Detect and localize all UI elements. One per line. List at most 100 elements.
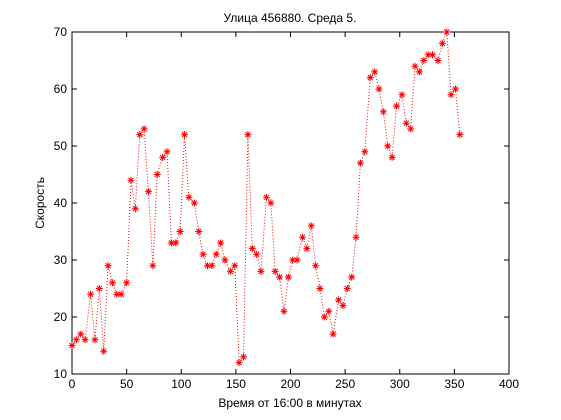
- point-marker: [203, 262, 211, 270]
- point-marker: [167, 239, 175, 247]
- point-marker: [371, 68, 379, 76]
- point-marker: [136, 131, 144, 139]
- x-tick-label: 50: [120, 377, 134, 391]
- y-tick-label: 10: [54, 367, 68, 381]
- x-axis-label: Время от 16:00 в минутах: [218, 396, 361, 410]
- point-marker: [325, 307, 333, 315]
- point-marker: [348, 273, 356, 281]
- point-marker: [384, 142, 392, 150]
- x-tick-label: 150: [226, 377, 246, 391]
- point-marker: [262, 193, 270, 201]
- point-marker: [68, 342, 76, 349]
- point-marker: [392, 102, 400, 110]
- y-tick-label: 30: [54, 253, 68, 267]
- x-tick-label: 100: [171, 377, 191, 391]
- point-marker: [248, 245, 256, 253]
- point-marker: [312, 262, 320, 270]
- point-marker: [343, 285, 351, 292]
- y-axis-label: Скорость: [33, 177, 47, 229]
- point-marker: [208, 262, 216, 270]
- point-marker: [95, 285, 103, 292]
- point-marker: [276, 273, 284, 281]
- point-marker: [434, 57, 442, 64]
- x-tick-label: 350: [444, 377, 464, 391]
- y-tick-label: 40: [54, 196, 68, 210]
- point-marker: [235, 359, 243, 367]
- point-marker: [104, 262, 112, 270]
- point-marker: [451, 85, 459, 93]
- point-marker: [361, 148, 369, 156]
- point-marker: [352, 233, 360, 241]
- point-marker: [117, 290, 125, 298]
- point-marker: [443, 28, 451, 36]
- point-marker: [411, 62, 419, 70]
- point-marker: [153, 171, 161, 178]
- point-marker: [123, 279, 131, 287]
- point-marker: [127, 176, 135, 184]
- point-marker: [113, 290, 121, 298]
- point-marker: [339, 302, 347, 310]
- point-marker: [316, 285, 324, 292]
- point-marker: [81, 336, 89, 344]
- y-tick-label: 20: [54, 310, 68, 324]
- point-marker: [335, 296, 343, 304]
- point-marker: [140, 125, 148, 133]
- point-marker: [420, 57, 428, 64]
- point-marker: [280, 307, 288, 315]
- point-marker: [131, 205, 139, 213]
- series-line: [71, 31, 461, 364]
- point-marker: [407, 125, 415, 133]
- point-marker: [226, 267, 234, 275]
- point-marker: [172, 239, 180, 247]
- point-marker: [144, 188, 152, 196]
- y-tick-label: 70: [54, 25, 68, 39]
- point-marker: [402, 119, 410, 127]
- point-marker: [375, 85, 383, 93]
- point-marker: [190, 199, 198, 207]
- x-tick-label: 400: [499, 377, 519, 391]
- y-tick-label: 50: [54, 139, 68, 153]
- chart-title: Улица 456880. Среда 5.: [224, 11, 357, 25]
- point-marker: [447, 91, 455, 99]
- point-marker: [379, 108, 387, 116]
- point-marker: [221, 256, 229, 264]
- point-marker: [267, 199, 275, 207]
- point-marker: [181, 131, 189, 139]
- point-marker: [91, 336, 99, 344]
- point-marker: [240, 353, 248, 361]
- x-tick-label: 0: [69, 377, 76, 391]
- point-marker: [108, 279, 116, 287]
- point-marker: [356, 159, 364, 167]
- point-marker: [424, 51, 432, 59]
- axes-box: [71, 31, 510, 375]
- point-marker: [303, 245, 311, 253]
- point-marker: [456, 131, 464, 139]
- y-tick-label: 60: [54, 82, 68, 96]
- point-marker: [253, 250, 261, 258]
- point-marker: [195, 228, 203, 235]
- point-marker: [289, 256, 297, 264]
- point-marker: [307, 222, 315, 230]
- x-tick-label: 300: [390, 377, 410, 391]
- point-marker: [199, 250, 207, 258]
- point-marker: [284, 273, 292, 281]
- point-marker: [329, 330, 337, 338]
- point-marker: [388, 153, 396, 161]
- point-marker: [299, 233, 307, 241]
- point-marker: [429, 51, 437, 59]
- x-tick-label: 200: [280, 377, 300, 391]
- point-marker: [149, 262, 157, 270]
- point-marker: [159, 153, 167, 161]
- point-marker: [77, 330, 85, 338]
- x-tick-label: 250: [335, 377, 355, 391]
- point-marker: [257, 267, 265, 275]
- point-marker: [176, 228, 184, 235]
- point-marker: [293, 256, 301, 264]
- point-marker: [398, 91, 406, 99]
- point-marker: [87, 290, 95, 298]
- point-marker: [185, 193, 193, 201]
- point-marker: [366, 74, 374, 82]
- point-marker: [231, 262, 239, 270]
- point-marker: [244, 131, 252, 139]
